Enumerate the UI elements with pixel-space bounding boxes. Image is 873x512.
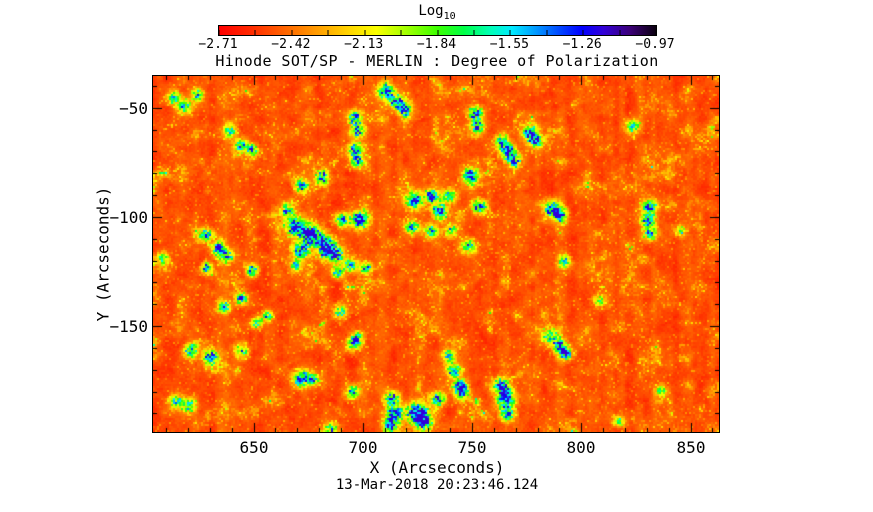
colorbar-title-subscript: 10 [443,10,456,22]
y-tick-label: −150 [109,317,148,336]
x-tick-label: 750 [457,438,487,457]
x-tick-label: 800 [566,438,596,457]
colorbar-tick-label: −1.84 [416,37,457,52]
colorbar-tick-label: −0.97 [635,37,675,52]
colorbar-tick [218,30,220,35]
colorbar-tick-label: −2.13 [344,37,384,52]
colorbar-tick [546,30,548,35]
colorbar-tick [473,30,475,35]
colorbar-title-text: Log [418,3,444,19]
colorbar-title: Log10 [418,3,455,22]
colorbar-tick [582,30,584,35]
x-axis-label: X (Arcseconds) [369,458,505,477]
colorbar-tick [327,30,329,35]
colorbar-tick [655,30,657,35]
y-axis-label: Y (Arcseconds) [93,186,113,322]
colorbar-tick [254,30,256,35]
colorbar-tick-label: −2.71 [198,37,238,52]
y-tick-label: −100 [109,208,148,227]
colorbar-tick-label: −2.42 [271,37,311,52]
x-tick-label: 850 [676,438,706,457]
colorbar-tick [509,30,511,35]
timestamp: 13-Mar-2018 20:23:46.124 [335,477,539,493]
colorbar-tick [291,30,293,35]
colorbar-tick [400,30,402,35]
plot-area [152,75,720,433]
chart-title: Hinode SOT/SP - MERLIN : Degree of Polar… [215,52,659,70]
colorbar-tick-label: −1.55 [489,37,529,52]
colorbar-tick [619,30,621,35]
heatmap-canvas [153,76,719,432]
x-tick-label: 650 [239,438,269,457]
colorbar [218,25,657,36]
colorbar-tick-label: −1.26 [562,37,602,52]
colorbar-tick [364,30,366,35]
x-tick-label: 700 [348,438,378,457]
y-tick-label: −50 [119,99,148,118]
colorbar-tick [437,30,438,35]
